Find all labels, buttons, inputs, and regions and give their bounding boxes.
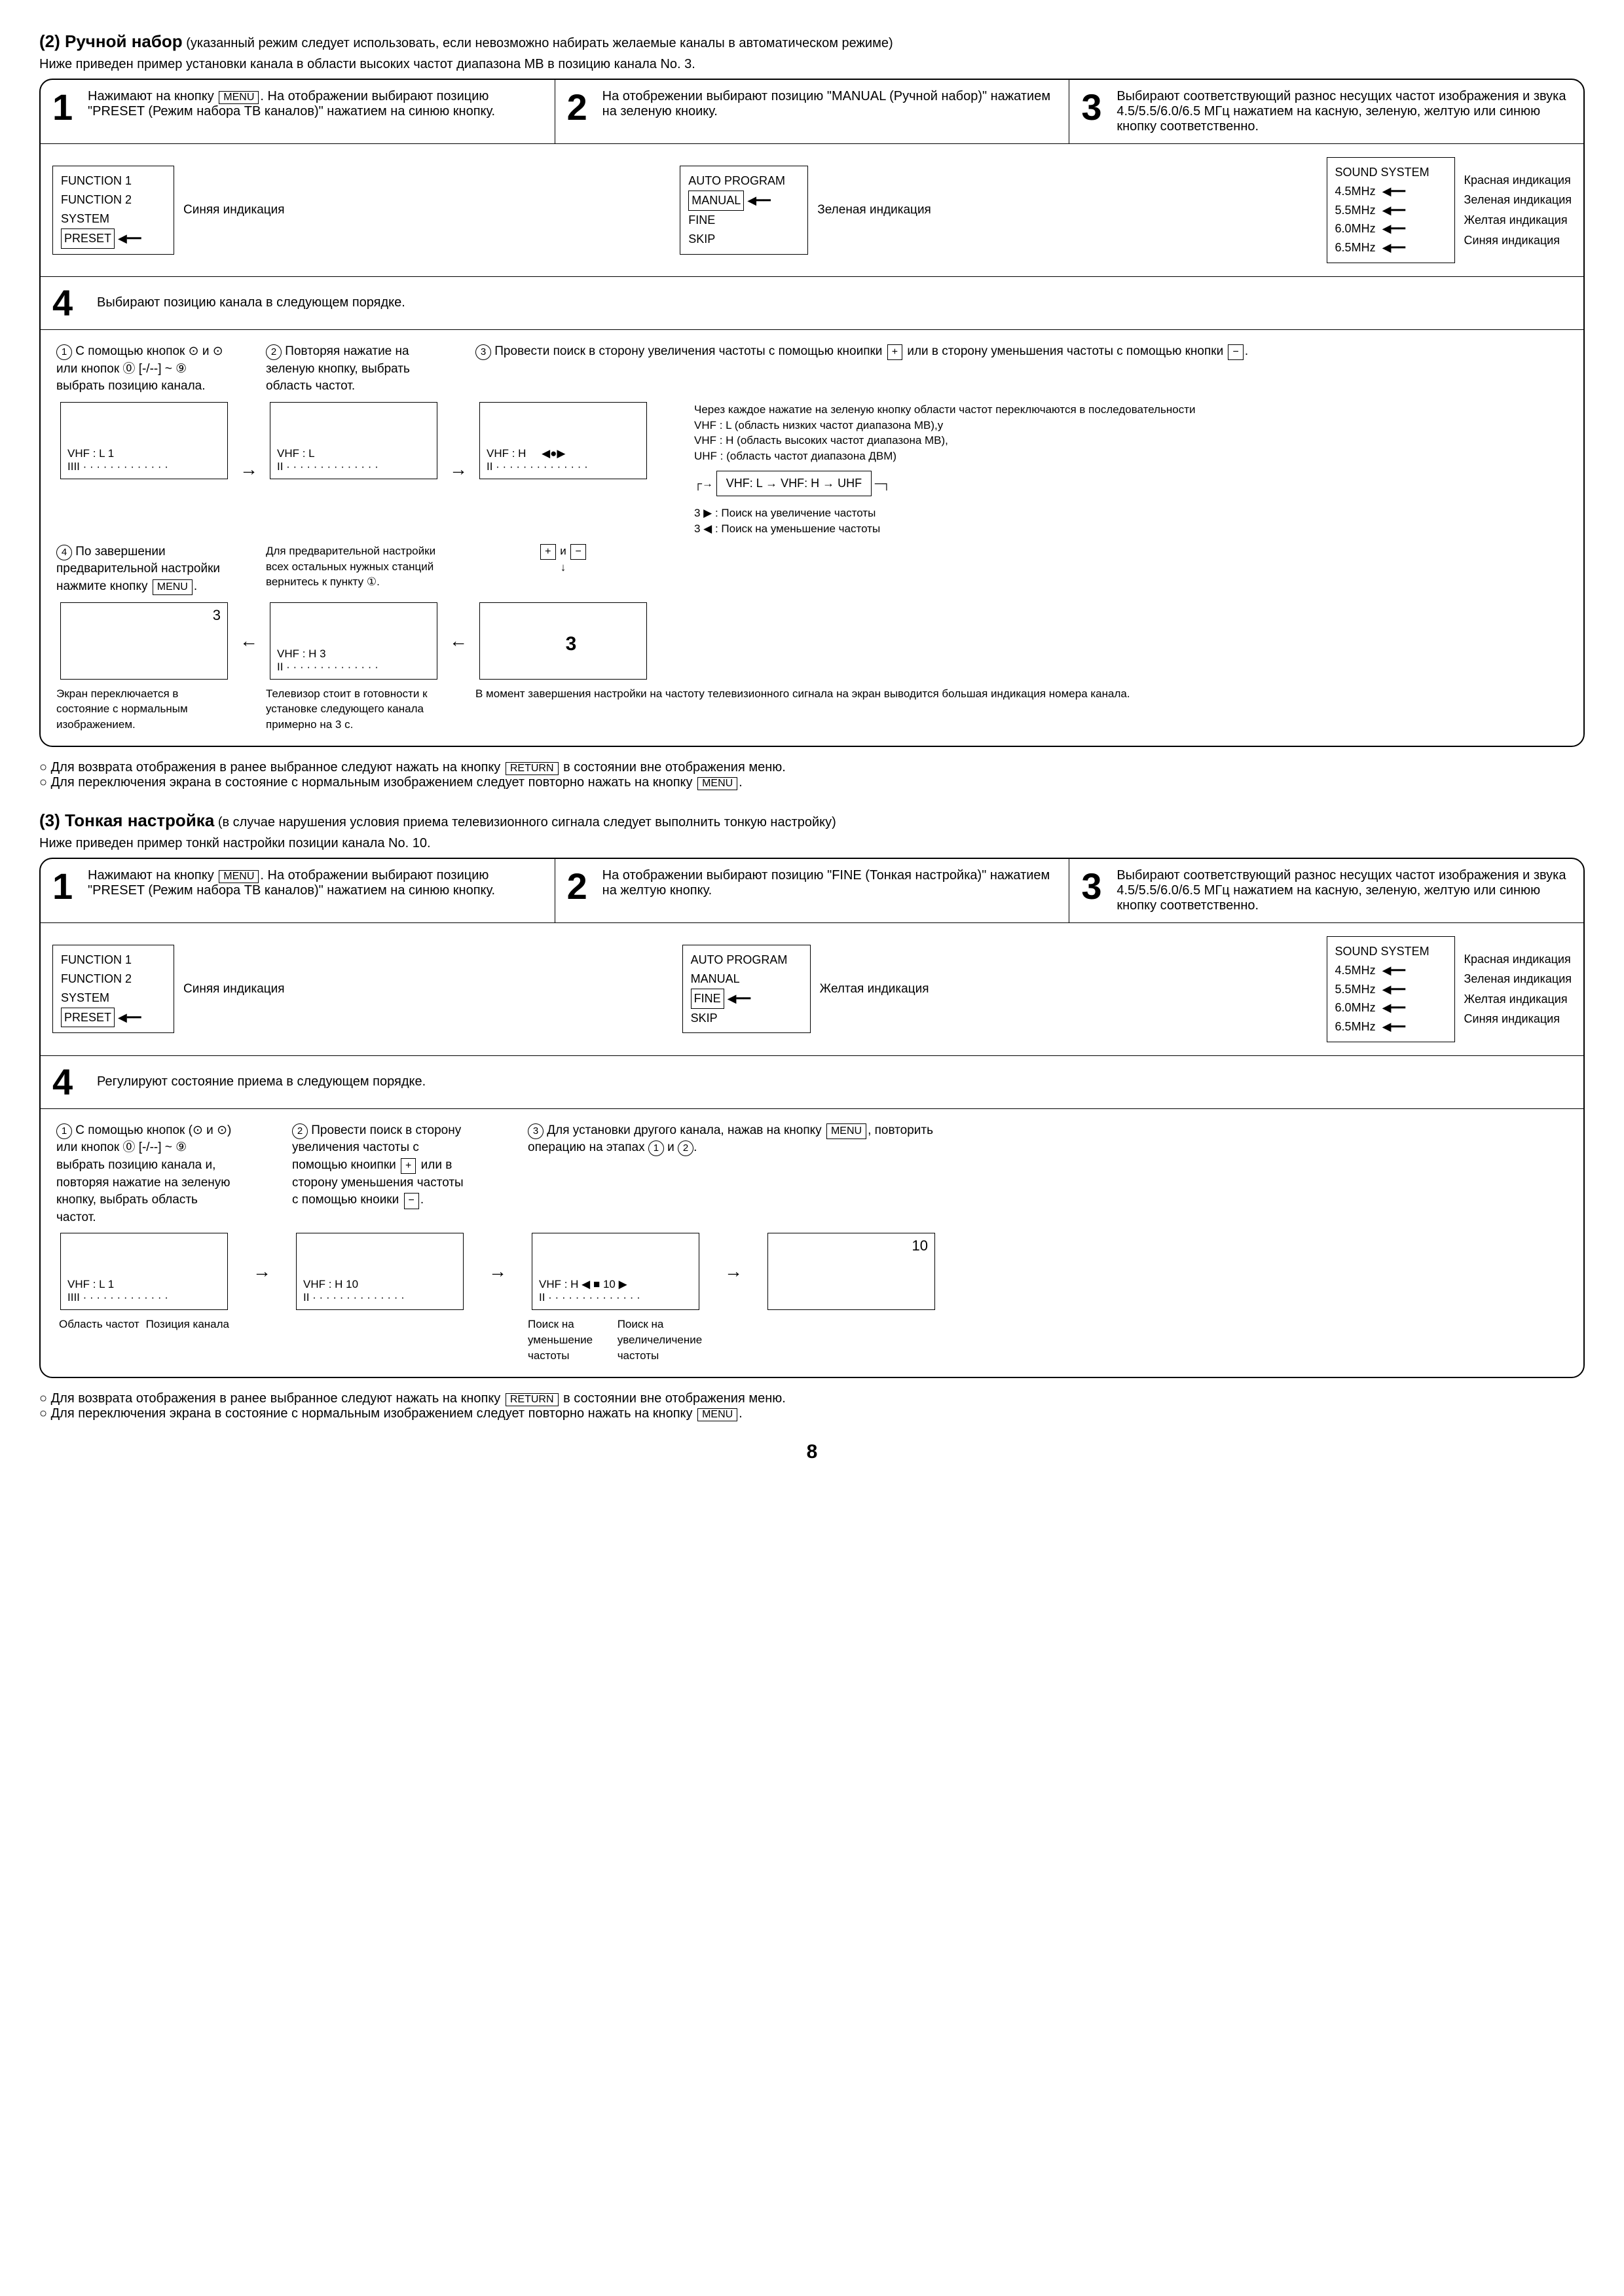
osd-manual: AUTO PROGRAM MANUAL ◀━━ FINE SKIP — [680, 166, 808, 254]
foot3: В момент завершения настройки на частоту… — [471, 686, 1572, 702]
plusminus: + и −↓ — [471, 543, 655, 575]
num-3: 3 — [1081, 89, 1107, 126]
step2-text: На отобрежении выбирают позицию "MANUAL … — [602, 89, 1058, 119]
mini-vhfh3: VHF : H 3II · · · · · · · · · · · · · · — [270, 602, 437, 680]
sound-legend: Красная индикация Зеленая индикация Желт… — [1464, 170, 1572, 250]
num-4: 4 — [52, 285, 79, 321]
mini-3a: 3 — [60, 602, 228, 680]
sec3-intro: Ниже приведен пример тонкй настройки поз… — [39, 836, 1585, 851]
s3-mini2: VHF : H 10II · · · · · · · · · · · · · · — [296, 1233, 464, 1310]
arrow-right-icon: → — [445, 459, 471, 480]
arrow-left-icon: ← — [445, 630, 471, 651]
osd-fine: AUTO PROGRAM MANUAL FINE ◀━━ SKIP — [682, 945, 811, 1033]
step1-text: Нажимают на кнопку MENU. На отображении … — [88, 89, 543, 119]
sec3-box: 1 Нажимают на кнопку MENU. На отображени… — [39, 858, 1585, 1378]
osd-preset-2: FUNCTION 1 FUNCTION 2 SYSTEM PRESET ◀━━ — [52, 945, 174, 1033]
mini-vhfh: VHF : H ◀●▶II · · · · · · · · · · · · · … — [479, 402, 647, 479]
mini-3b: 3 — [479, 602, 647, 680]
s3-step1: Нажимают на кнопку MENU. На отображении … — [88, 868, 543, 898]
sec3-title: (3) Тонкая настройка (в случае нарушения… — [39, 811, 1585, 831]
sound-legend-2: Красная индикация Зеленая индикация Желт… — [1464, 949, 1572, 1029]
blue-label: Синяя индикация — [183, 203, 285, 217]
foot2: Телевизор стоит в готовности к установке… — [262, 686, 445, 733]
sub4: 4 По завершении предварительной настройк… — [52, 543, 236, 596]
s3-sub1: 1 С помощью кнопок (⊙ и ⊙) или кнопок ⓪ … — [52, 1122, 236, 1227]
page-number: 8 — [39, 1441, 1585, 1463]
num-2: 2 — [567, 89, 593, 126]
sec2-box: 1 Нажимают на кнопку MENU. На отображени… — [39, 79, 1585, 747]
sec2-note1: Для возврата отображения в ранее выбранн… — [39, 760, 1585, 775]
step4-text: Выбирают позицию канала в следующем поря… — [97, 295, 405, 310]
s3-lab1: Область частотПозиция канала — [52, 1317, 236, 1332]
sec2-intro: Ниже приведен пример установки канала в … — [39, 57, 1585, 72]
step3-text: Выбирают соответствующий разнос несущих … — [1116, 89, 1572, 134]
osd-sound-2: SOUND SYSTEM 4.5MHz ◀━━ 5.5MHz ◀━━ 6.0MH… — [1327, 936, 1455, 1042]
freq-note: Через каждое нажатие на зеленую кнопку о… — [681, 402, 1572, 537]
osd-preset: FUNCTION 1 FUNCTION 2 SYSTEM PRESET ◀━━ — [52, 166, 174, 254]
sec3-note2: Для переключения экрана в состояние с но… — [39, 1406, 1585, 1421]
sec2-title: (2) Ручной набор (указанный режим следуе… — [39, 31, 1585, 52]
osd-sound: SOUND SYSTEM 4.5MHz ◀━━ 5.5MHz ◀━━ 6.0MH… — [1327, 157, 1455, 263]
blue-label-2: Синяя индикация — [183, 982, 285, 996]
s3-mini3: VHF : H ◀ ■ 10 ▶II · · · · · · · · · · ·… — [532, 1233, 699, 1310]
s3-lab2: Поиск на уменьшение частотыПоиск на увел… — [524, 1317, 707, 1363]
s3-sub3: 3 Для установки другого канала, нажав на… — [524, 1122, 943, 1157]
s3-sub2: 2 Провести поиск в сторону увеличения ча… — [288, 1122, 471, 1209]
sec3-note1: Для возврата отображения в ранее выбранн… — [39, 1391, 1585, 1406]
sub2: 2 Повторяя нажатие на зеленую кнопку, вы… — [262, 343, 445, 395]
sub3: 3 Провести поиск в сторону увеличения ча… — [471, 343, 1572, 361]
s3-step2: На отображении выбирают позицию "FINE (Т… — [602, 868, 1058, 898]
mini-vhfl2: VHF : LII · · · · · · · · · · · · · · — [270, 402, 437, 479]
s3-step3: Выбирают соответствующий разнос несущих … — [1116, 868, 1572, 913]
num-1: 1 — [52, 89, 79, 126]
s3-mini1: VHF : L 1IIII · · · · · · · · · · · · · — [60, 1233, 228, 1310]
sub4-mid: Для предварительной настройки всех остал… — [262, 543, 445, 590]
foot1: Экран переключается в состояние с нормал… — [52, 686, 236, 733]
arrow-left-icon: ← — [236, 630, 262, 651]
yellow-label: Желтая индикация — [820, 982, 929, 996]
mini-vhfl1: VHF : L 1IIII · · · · · · · · · · · · · — [60, 402, 228, 479]
sub1: 1 С помощью кнопок ⊙ и ⊙ или кнопок ⓪ [-… — [52, 343, 236, 395]
arrow-right-icon: → — [236, 459, 262, 480]
green-label: Зеленая индикация — [817, 203, 931, 217]
s3-mini4: 10 — [767, 1233, 935, 1310]
s3-step4: Регулируют состояние приема в следующем … — [97, 1074, 426, 1089]
sec2-note2: Для переключения экрана в состояние с но… — [39, 775, 1585, 790]
